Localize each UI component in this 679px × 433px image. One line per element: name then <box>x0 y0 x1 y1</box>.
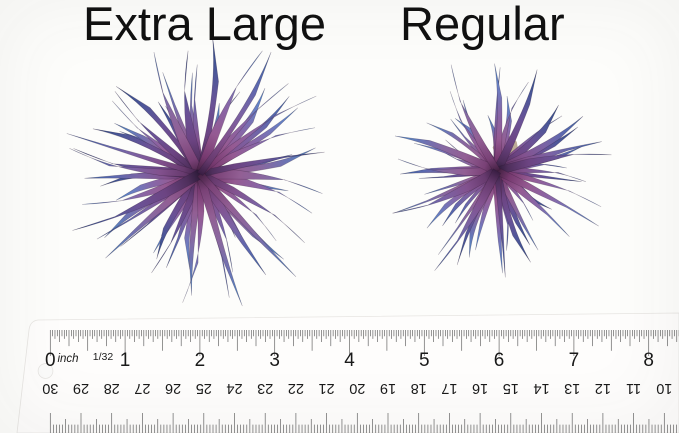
svg-text:30: 30 <box>42 380 58 396</box>
svg-text:24: 24 <box>226 380 242 396</box>
svg-text:16: 16 <box>472 380 488 396</box>
svg-text:3: 3 <box>269 350 280 371</box>
svg-text:7: 7 <box>569 350 580 371</box>
svg-text:25: 25 <box>196 380 212 396</box>
svg-text:10: 10 <box>656 380 672 396</box>
svg-text:18: 18 <box>411 380 427 396</box>
svg-text:0: 0 <box>45 350 56 371</box>
svg-text:27: 27 <box>134 380 150 396</box>
svg-text:19: 19 <box>380 380 396 396</box>
svg-text:1/32: 1/32 <box>93 351 114 363</box>
svg-text:inch: inch <box>57 353 78 365</box>
svg-text:5: 5 <box>419 350 430 371</box>
svg-text:21: 21 <box>319 380 335 396</box>
svg-text:28: 28 <box>104 380 120 396</box>
svg-text:14: 14 <box>533 380 549 396</box>
svg-text:2: 2 <box>195 350 206 371</box>
svg-text:29: 29 <box>73 380 89 396</box>
svg-text:12: 12 <box>595 380 611 396</box>
svg-text:1: 1 <box>120 350 131 371</box>
svg-text:20: 20 <box>349 380 365 396</box>
svg-text:15: 15 <box>503 380 519 396</box>
svg-text:8: 8 <box>643 350 654 371</box>
svg-text:23: 23 <box>257 380 273 396</box>
svg-text:17: 17 <box>441 380 457 396</box>
svg-text:11: 11 <box>626 380 641 396</box>
svg-text:4: 4 <box>344 350 355 371</box>
svg-text:26: 26 <box>165 380 181 396</box>
svg-text:6: 6 <box>494 350 505 371</box>
svg-text:13: 13 <box>564 380 580 396</box>
svg-text:22: 22 <box>288 380 304 396</box>
